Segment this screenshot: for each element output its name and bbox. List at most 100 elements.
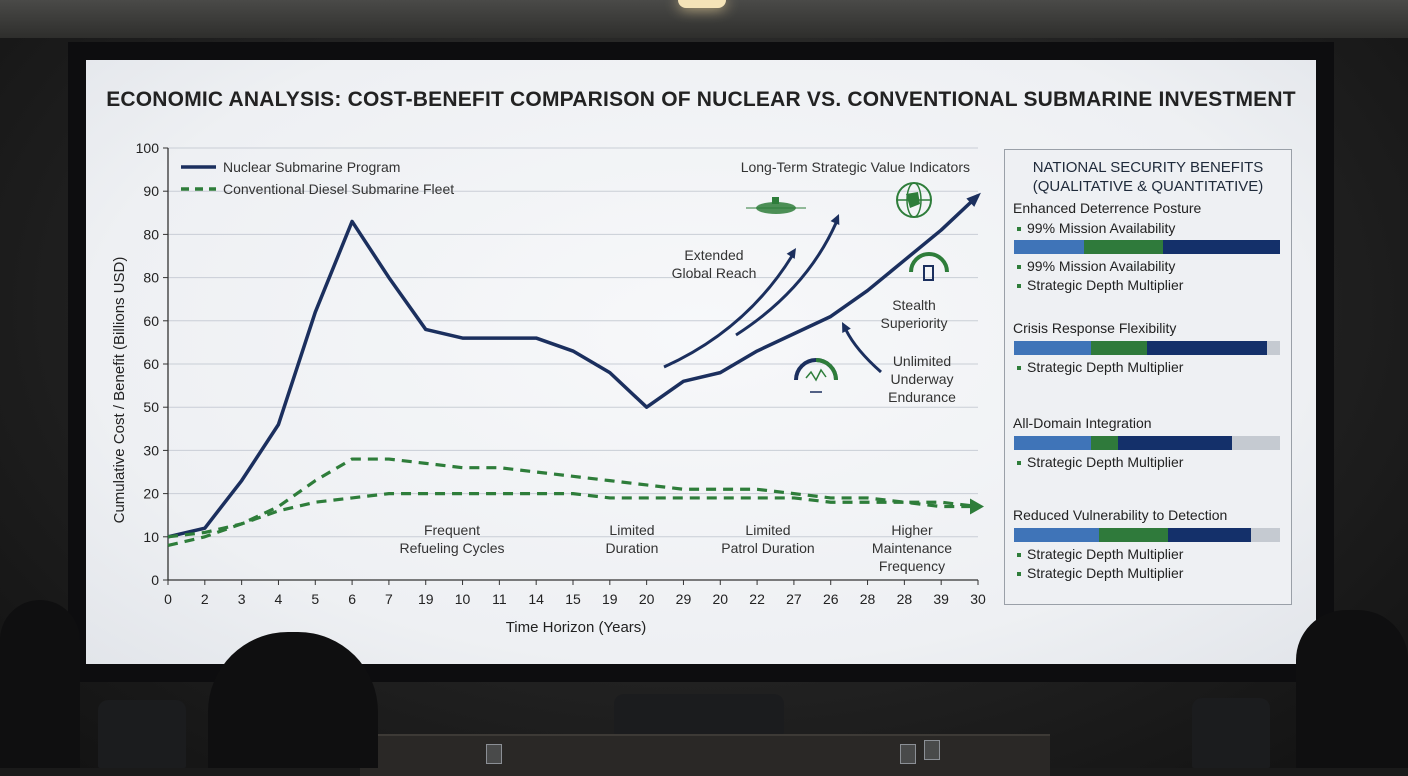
benefit-subitem: Strategic Depth Multiplier — [1017, 546, 1183, 562]
y-tick-label: 90 — [143, 183, 159, 199]
x-axis-title: Time Horizon (Years) — [506, 619, 647, 636]
value-arrow — [844, 329, 882, 374]
value-arrowhead — [830, 214, 840, 225]
benefit-subitem: Strategic Depth Multiplier — [1017, 277, 1183, 293]
annotation-text: Limited — [609, 522, 654, 538]
legend: Nuclear Submarine Program Conventional D… — [181, 159, 454, 197]
x-tick-label: 4 — [275, 591, 283, 607]
annotation-text: Higher — [891, 522, 933, 538]
benefit-item-title: Crisis Response Flexibility — [1013, 320, 1177, 336]
x-tick-label: 29 — [676, 591, 692, 607]
line-chart: 0 10 20 30 50 60 60 80 80 90 100 0 2 3 4 5 6 7 19 10 11 14 15… — [111, 140, 986, 636]
annotation-text: Endurance — [888, 389, 956, 405]
chair — [98, 700, 186, 768]
x-tick-label: 6 — [348, 591, 356, 607]
y-tick-labels: 0 10 20 30 50 60 60 80 80 90 100 — [136, 140, 168, 588]
y-tick-label: 20 — [143, 486, 159, 502]
x-tick-label: 11 — [492, 591, 507, 607]
x-tick-label: 15 — [565, 591, 581, 607]
legend-label-nuclear: Nuclear Submarine Program — [223, 159, 400, 175]
series-line-0 — [167, 194, 980, 539]
benefit-subitem: 99% Mission Availability — [1017, 258, 1175, 274]
benefit-subitem: Strategic Depth Multiplier — [1017, 359, 1183, 375]
y-tick-label: 50 — [143, 399, 159, 415]
annotation-text: Limited — [745, 522, 790, 538]
y-tick-label: 100 — [136, 140, 160, 156]
series-arrowhead — [966, 192, 981, 207]
annotation-text: Duration — [606, 540, 659, 556]
y-tick-label: 80 — [143, 226, 159, 242]
y-tick-label: 60 — [143, 356, 159, 372]
annotation-text: Underway — [890, 371, 953, 387]
benefit-bar-segment — [1014, 341, 1092, 355]
national-security-benefits-panel: NATIONAL SECURITY BENEFITS (QUALITATIVE … — [1004, 149, 1292, 605]
x-tick-label: 22 — [749, 591, 765, 607]
projection-screen: ECONOMIC ANALYSIS: COST-BENEFIT COMPARIS… — [86, 60, 1316, 664]
benefit-bar-segment — [1014, 528, 1100, 542]
annotation-text: Superiority — [881, 315, 948, 331]
x-tick-label: 28 — [897, 591, 913, 607]
chair — [1192, 698, 1270, 768]
value-arrow — [735, 222, 838, 337]
benefit-bar — [1014, 341, 1280, 355]
x-tick-label: 20 — [639, 591, 655, 607]
grid-lines — [168, 147, 978, 538]
annotation-text: Long-Term Strategic Value Indicators — [741, 159, 970, 175]
panel-title: NATIONAL SECURITY BENEFITS (QUALITATIVE … — [1005, 158, 1291, 196]
benefit-bar-segment — [1091, 341, 1147, 355]
benefit-subitem: 99% Mission Availability — [1017, 220, 1175, 236]
series-arrowhead — [970, 498, 984, 515]
annotation-text: Unlimited — [893, 353, 951, 369]
annotation-text: Stealth — [892, 297, 936, 313]
benefit-bar — [1014, 436, 1280, 450]
benefit-item-title: All-Domain Integration — [1013, 415, 1152, 431]
y-tick-label: 0 — [151, 572, 159, 588]
x-tick-label: 27 — [786, 591, 802, 607]
series-line-1 — [167, 457, 979, 547]
x-tick-label: 26 — [823, 591, 839, 607]
x-tick-label: 30 — [970, 591, 986, 607]
x-tick-label: 14 — [528, 591, 544, 607]
audience-member-silhouette — [0, 600, 80, 768]
submarine-icon — [746, 197, 806, 214]
fuel-gauge-icon — [909, 252, 949, 281]
y-tick-label: 10 — [143, 529, 159, 545]
benefit-subitem: Strategic Depth Multiplier — [1017, 454, 1183, 470]
value-arrowhead — [786, 248, 796, 259]
annotation-text: Patrol Duration — [721, 540, 814, 556]
annotation-text: Maintenance — [872, 540, 952, 556]
benefit-bar-segment — [1099, 528, 1169, 542]
y-tick-label: 60 — [143, 313, 159, 329]
legend-label-conventional: Conventional Diesel Submarine Fleet — [223, 181, 454, 197]
benefit-bar-segment — [1162, 240, 1280, 254]
x-tick-label: 19 — [418, 591, 434, 607]
panel-title-line1: NATIONAL SECURITY BENEFITS — [1032, 159, 1264, 176]
benefit-item-title: Reduced Vulnerability to Detection — [1013, 507, 1228, 523]
x-tick-label: 28 — [860, 591, 876, 607]
x-tick-label: 7 — [385, 591, 393, 607]
x-tick-label: 3 — [238, 591, 246, 607]
benefit-bar-segment — [1014, 436, 1092, 450]
value-arrowhead — [842, 322, 851, 333]
water-glass — [900, 744, 916, 764]
x-tick-label: 10 — [455, 591, 471, 607]
panel-title-line2: (QUALITATIVE & QUANTITATIVE) — [1032, 178, 1264, 195]
x-tick-label: 19 — [602, 591, 618, 607]
water-glass — [924, 740, 940, 760]
annotation-text: Extended — [684, 247, 743, 263]
benefit-bar — [1014, 528, 1280, 542]
series-lines — [167, 192, 984, 547]
benefit-bar — [1014, 240, 1280, 254]
water-glass — [486, 744, 502, 764]
chair — [614, 694, 784, 734]
value-arrows — [663, 214, 882, 374]
x-tick-label: 0 — [164, 591, 172, 607]
y-tick-label: 80 — [143, 270, 159, 286]
benefit-item-title: Enhanced Deterrence Posture — [1013, 200, 1202, 216]
performance-gauge-icon — [794, 358, 838, 393]
audience-member-silhouette — [208, 632, 378, 768]
x-tick-label: 20 — [712, 591, 728, 607]
benefit-bar-segment — [1084, 240, 1163, 254]
benefit-subitem: Strategic Depth Multiplier — [1017, 565, 1183, 581]
chart-title: ECONOMIC ANALYSIS: COST-BENEFIT COMPARIS… — [106, 88, 1296, 111]
